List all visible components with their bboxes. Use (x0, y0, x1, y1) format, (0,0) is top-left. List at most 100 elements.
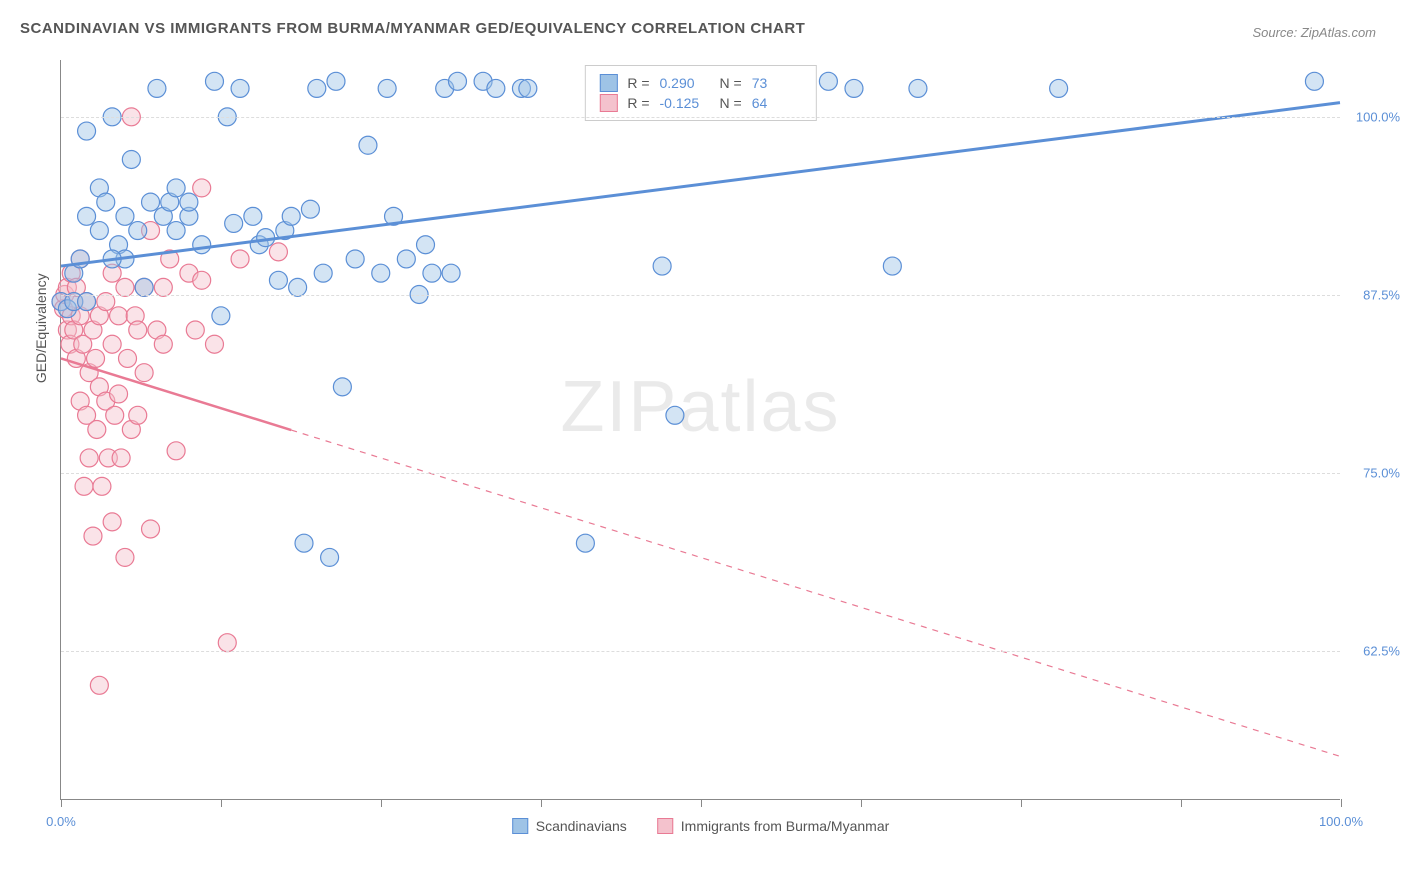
scatter-point (372, 264, 390, 282)
scatter-point (308, 79, 326, 97)
scatter-point (110, 385, 128, 403)
scatter-point (116, 207, 134, 225)
scatter-point (116, 278, 134, 296)
scatter-point (487, 79, 505, 97)
stats-r-label: R = (627, 75, 649, 91)
x-tick-label: 100.0% (1319, 814, 1363, 829)
scatter-point (417, 236, 435, 254)
scatter-point (87, 349, 105, 367)
scatter-point (442, 264, 460, 282)
scatter-point (103, 513, 121, 531)
scatter-point (295, 534, 313, 552)
scatter-point (193, 236, 211, 254)
scatter-point (205, 72, 223, 90)
x-tick (861, 799, 862, 807)
scatter-point (129, 222, 147, 240)
scatter-point (180, 193, 198, 211)
scatter-point (269, 271, 287, 289)
gridline-h (61, 473, 1340, 474)
x-tick-label: 0.0% (46, 814, 76, 829)
legend-item: Immigrants from Burma/Myanmar (657, 818, 889, 834)
stats-r-value: 0.290 (660, 75, 710, 91)
scatter-point (106, 406, 124, 424)
scatter-point (167, 179, 185, 197)
scatter-point (244, 207, 262, 225)
scatter-point (80, 449, 98, 467)
scatter-point (346, 250, 364, 268)
legend-label: Scandinavians (536, 818, 627, 834)
scatter-point (289, 278, 307, 296)
scatter-point (154, 335, 172, 353)
scatter-point (212, 307, 230, 325)
scatter-point (1305, 72, 1323, 90)
legend-label: Immigrants from Burma/Myanmar (681, 818, 889, 834)
trend-line-solid (61, 103, 1340, 266)
scatter-point (93, 477, 111, 495)
scatter-point (135, 364, 153, 382)
scatter-point (193, 271, 211, 289)
scatter-point (110, 307, 128, 325)
y-tick-label: 62.5% (1363, 643, 1400, 658)
scatter-point (269, 243, 287, 261)
scatter-point (119, 349, 137, 367)
scatter-point (88, 421, 106, 439)
scatter-point (75, 477, 93, 495)
gridline-h (61, 295, 1340, 296)
gridline-h (61, 117, 1340, 118)
scatter-point (90, 222, 108, 240)
scatter-point (314, 264, 332, 282)
scatter-point (819, 72, 837, 90)
scatter-point (883, 257, 901, 275)
scatter-point (122, 150, 140, 168)
scatter-point (378, 79, 396, 97)
scatter-point (103, 335, 121, 353)
legend-bottom: Scandinavians Immigrants from Burma/Myanm… (512, 818, 890, 834)
scatter-point (97, 193, 115, 211)
scatter-point (576, 534, 594, 552)
scatter-point (909, 79, 927, 97)
scatter-point (321, 548, 339, 566)
stats-r-label: R = (627, 95, 649, 111)
x-tick (221, 799, 222, 807)
scatter-point (359, 136, 377, 154)
scatter-point (129, 321, 147, 339)
stats-row: R =-0.125N =64 (599, 94, 801, 112)
stats-row: R =0.290N =73 (599, 74, 801, 92)
scatter-point (78, 207, 96, 225)
scatter-point (154, 278, 172, 296)
scatter-point (1050, 79, 1068, 97)
scatter-point (301, 200, 319, 218)
y-tick-label: 100.0% (1356, 109, 1400, 124)
scatter-point (653, 257, 671, 275)
x-tick (1181, 799, 1182, 807)
scatter-point (423, 264, 441, 282)
x-tick (381, 799, 382, 807)
scatter-point (78, 122, 96, 140)
x-tick (61, 799, 62, 807)
scatter-point (186, 321, 204, 339)
x-tick (1341, 799, 1342, 807)
scatter-point (116, 548, 134, 566)
scatter-point (448, 72, 466, 90)
stats-n-value: 64 (752, 95, 802, 111)
stats-n-label: N = (720, 75, 742, 91)
scatter-point (218, 634, 236, 652)
scatter-point (90, 676, 108, 694)
scatter-point (231, 250, 249, 268)
scatter-point (397, 250, 415, 268)
x-tick (701, 799, 702, 807)
scatter-point (666, 406, 684, 424)
scatter-point (167, 442, 185, 460)
x-tick (1021, 799, 1022, 807)
stats-r-value: -0.125 (660, 95, 710, 111)
scatter-point (282, 207, 300, 225)
trend-line-dashed (291, 430, 1340, 756)
scatter-point (225, 214, 243, 232)
legend-item: Scandinavians (512, 818, 627, 834)
legend-swatch (512, 818, 528, 834)
legend-swatch (657, 818, 673, 834)
scatter-point (129, 406, 147, 424)
scatter-point (167, 222, 185, 240)
chart-title: SCANDINAVIAN VS IMMIGRANTS FROM BURMA/MY… (20, 20, 1386, 37)
scatter-point (845, 79, 863, 97)
